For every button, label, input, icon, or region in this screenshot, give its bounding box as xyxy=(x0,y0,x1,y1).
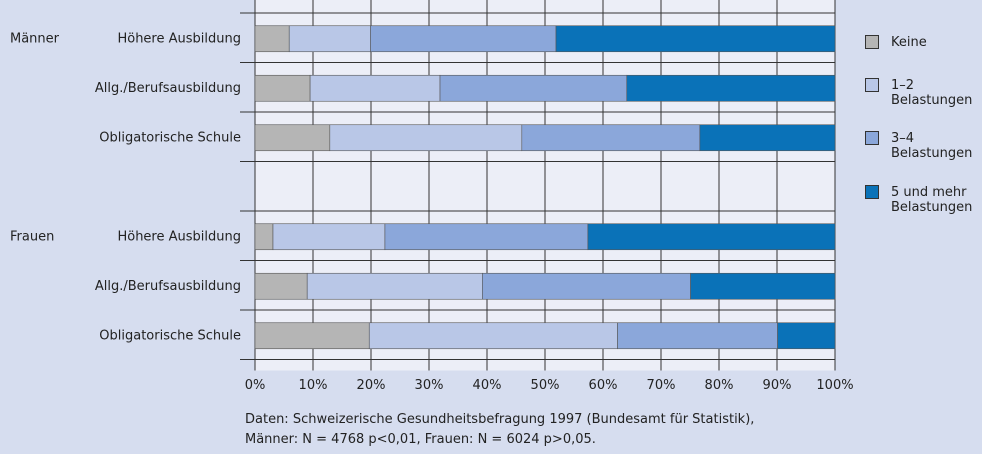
legend-label: 5 und mehr Belastungen xyxy=(891,185,973,215)
bar-segment xyxy=(384,223,589,251)
y-tick-label: Allg./Berufsausbildung xyxy=(95,81,241,96)
x-tick-label: 80% xyxy=(705,378,734,393)
bar-segment xyxy=(368,322,618,350)
note: Daten: Schweizerische Gesundheitsbefragu… xyxy=(245,412,755,427)
bar-segment xyxy=(555,25,836,53)
bar-segment xyxy=(306,272,483,300)
note: Männer: N = 4768 p<0,01, Frauen: N = 602… xyxy=(245,432,596,447)
bar-segment xyxy=(777,322,836,350)
legend-swatch xyxy=(865,35,879,49)
x-tick-label: 10% xyxy=(299,378,328,393)
bar-segment xyxy=(626,74,836,102)
y-tick-label: Höhere Ausbildung xyxy=(117,229,241,244)
legend-item: Keine xyxy=(865,35,971,50)
y-tick-label: Höhere Ausbildung xyxy=(117,31,241,46)
x-tick-label: 0% xyxy=(245,378,266,393)
bar-segment xyxy=(254,272,308,300)
bar-segment xyxy=(370,25,557,53)
bar-segment xyxy=(254,223,274,251)
x-tick-label: 20% xyxy=(357,378,386,393)
bar-segment xyxy=(309,74,441,102)
group-label: Frauen xyxy=(10,229,54,244)
legend-item: 5 und mehr Belastungen xyxy=(865,185,973,215)
x-tick-label: 30% xyxy=(415,378,444,393)
y-tick-label: Obligatorische Schule xyxy=(99,130,241,145)
legend-swatch xyxy=(865,78,879,92)
legend-swatch xyxy=(865,131,879,145)
x-tick-label: 100% xyxy=(816,378,853,393)
legend-label: 3–4 Belastungen xyxy=(891,131,973,161)
x-tick-label: 90% xyxy=(763,378,792,393)
bar-segment xyxy=(617,322,778,350)
bar-segment xyxy=(254,124,331,152)
bar-segment xyxy=(254,25,290,53)
bar-segment xyxy=(272,223,386,251)
legend-item: 3–4 Belastungen xyxy=(865,131,973,161)
legend-item: 1–2 Belastungen xyxy=(865,78,973,108)
bar-segment xyxy=(254,322,370,350)
bar-segment xyxy=(482,272,691,300)
bar-segment xyxy=(521,124,701,152)
bar-segment xyxy=(699,124,836,152)
bar-segment xyxy=(439,74,628,102)
x-tick-label: 70% xyxy=(647,378,676,393)
x-tick-label: 50% xyxy=(531,378,560,393)
legend-swatch xyxy=(865,185,879,199)
legend-label: 1–2 Belastungen xyxy=(891,78,973,108)
bar-segment xyxy=(288,25,371,53)
y-tick-label: Allg./Berufsausbildung xyxy=(95,279,241,294)
y-tick-label: Obligatorische Schule xyxy=(99,328,241,343)
bar-segment xyxy=(587,223,836,251)
bar-segment xyxy=(329,124,523,152)
bar-segment xyxy=(254,74,311,102)
legend-label: Keine xyxy=(891,35,927,50)
x-tick-label: 40% xyxy=(473,378,502,393)
x-tick-label: 60% xyxy=(589,378,618,393)
group-label: Männer xyxy=(10,31,60,46)
bar-segment xyxy=(690,272,836,300)
